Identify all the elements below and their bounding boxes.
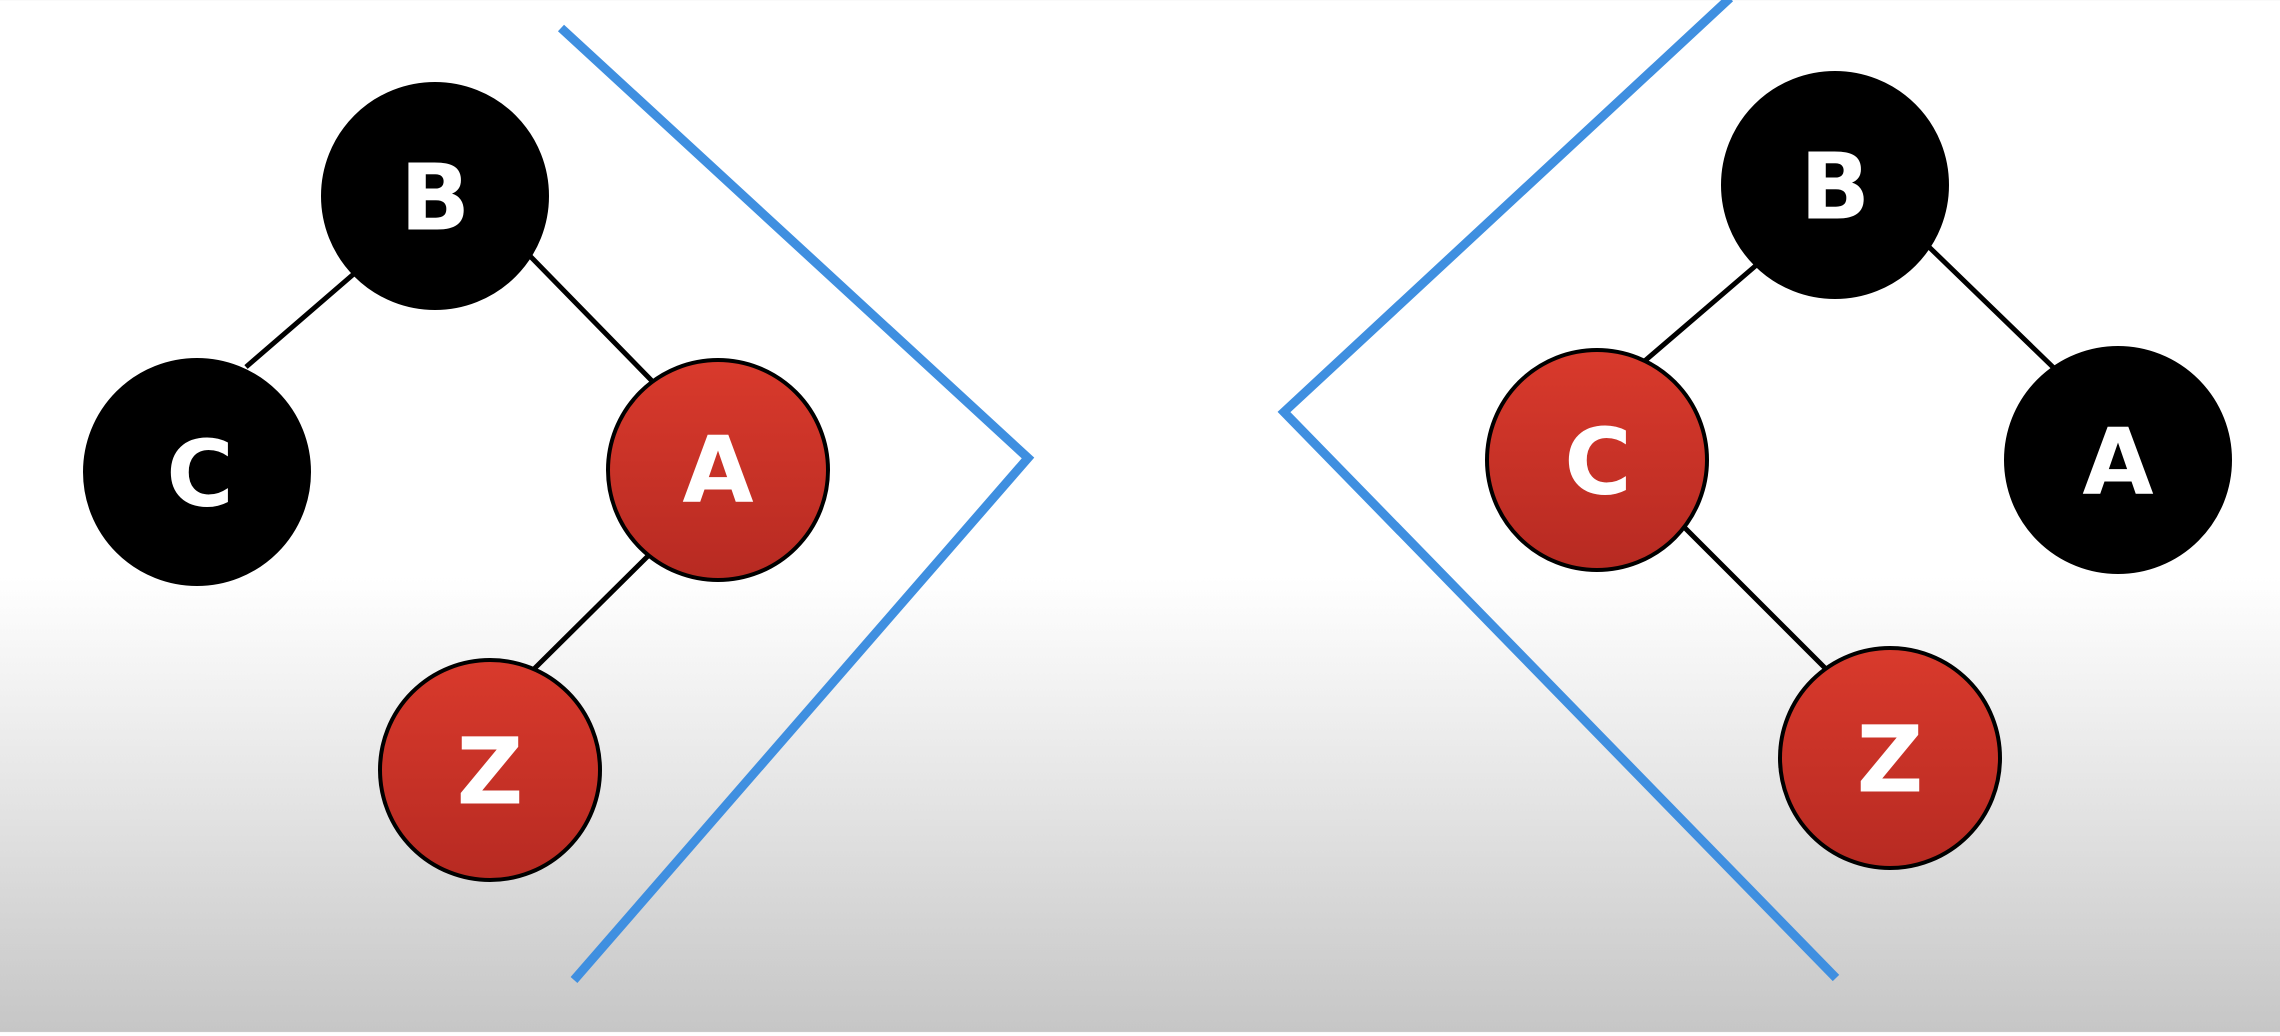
node-A-circle xyxy=(606,358,830,582)
node-B-circle xyxy=(1721,71,1949,299)
node-B-circle xyxy=(321,82,549,310)
node-A: A xyxy=(606,358,830,582)
node-Z: Z xyxy=(378,658,602,882)
node-A-label: A xyxy=(2082,409,2153,516)
node-B: B xyxy=(321,82,549,310)
node-C-label: C xyxy=(166,421,234,528)
node-B: B xyxy=(1721,71,1949,299)
node-C: C xyxy=(83,358,311,586)
node-C: C xyxy=(1485,348,1709,572)
edge-C-Z xyxy=(1683,526,1829,672)
edge-B-C xyxy=(1638,260,1762,367)
node-Z-circle xyxy=(378,658,602,882)
edge-A-Z xyxy=(531,552,652,672)
node-A: A xyxy=(2004,346,2232,574)
node-Z-label: Z xyxy=(1857,707,1924,814)
left-tree: B C A Z xyxy=(83,82,830,882)
node-C-circle xyxy=(83,358,311,586)
node-C-circle xyxy=(1485,348,1709,572)
edge-B-A xyxy=(1926,244,2060,374)
left-chevron xyxy=(557,24,1035,983)
node-C-label: C xyxy=(1564,409,1632,516)
right-tree: B C A Z xyxy=(1485,71,2232,870)
right-chevron xyxy=(1277,0,1840,982)
edge-B-A xyxy=(528,254,655,384)
node-Z-circle xyxy=(1778,646,2002,870)
node-A-circle xyxy=(2004,346,2232,574)
node-B-label: B xyxy=(1800,134,1870,241)
node-Z: Z xyxy=(1778,646,2002,870)
node-Z-label: Z xyxy=(457,719,524,826)
edge-B-C xyxy=(244,270,358,369)
node-A-label: A xyxy=(682,417,753,524)
node-B-label: B xyxy=(400,145,470,252)
